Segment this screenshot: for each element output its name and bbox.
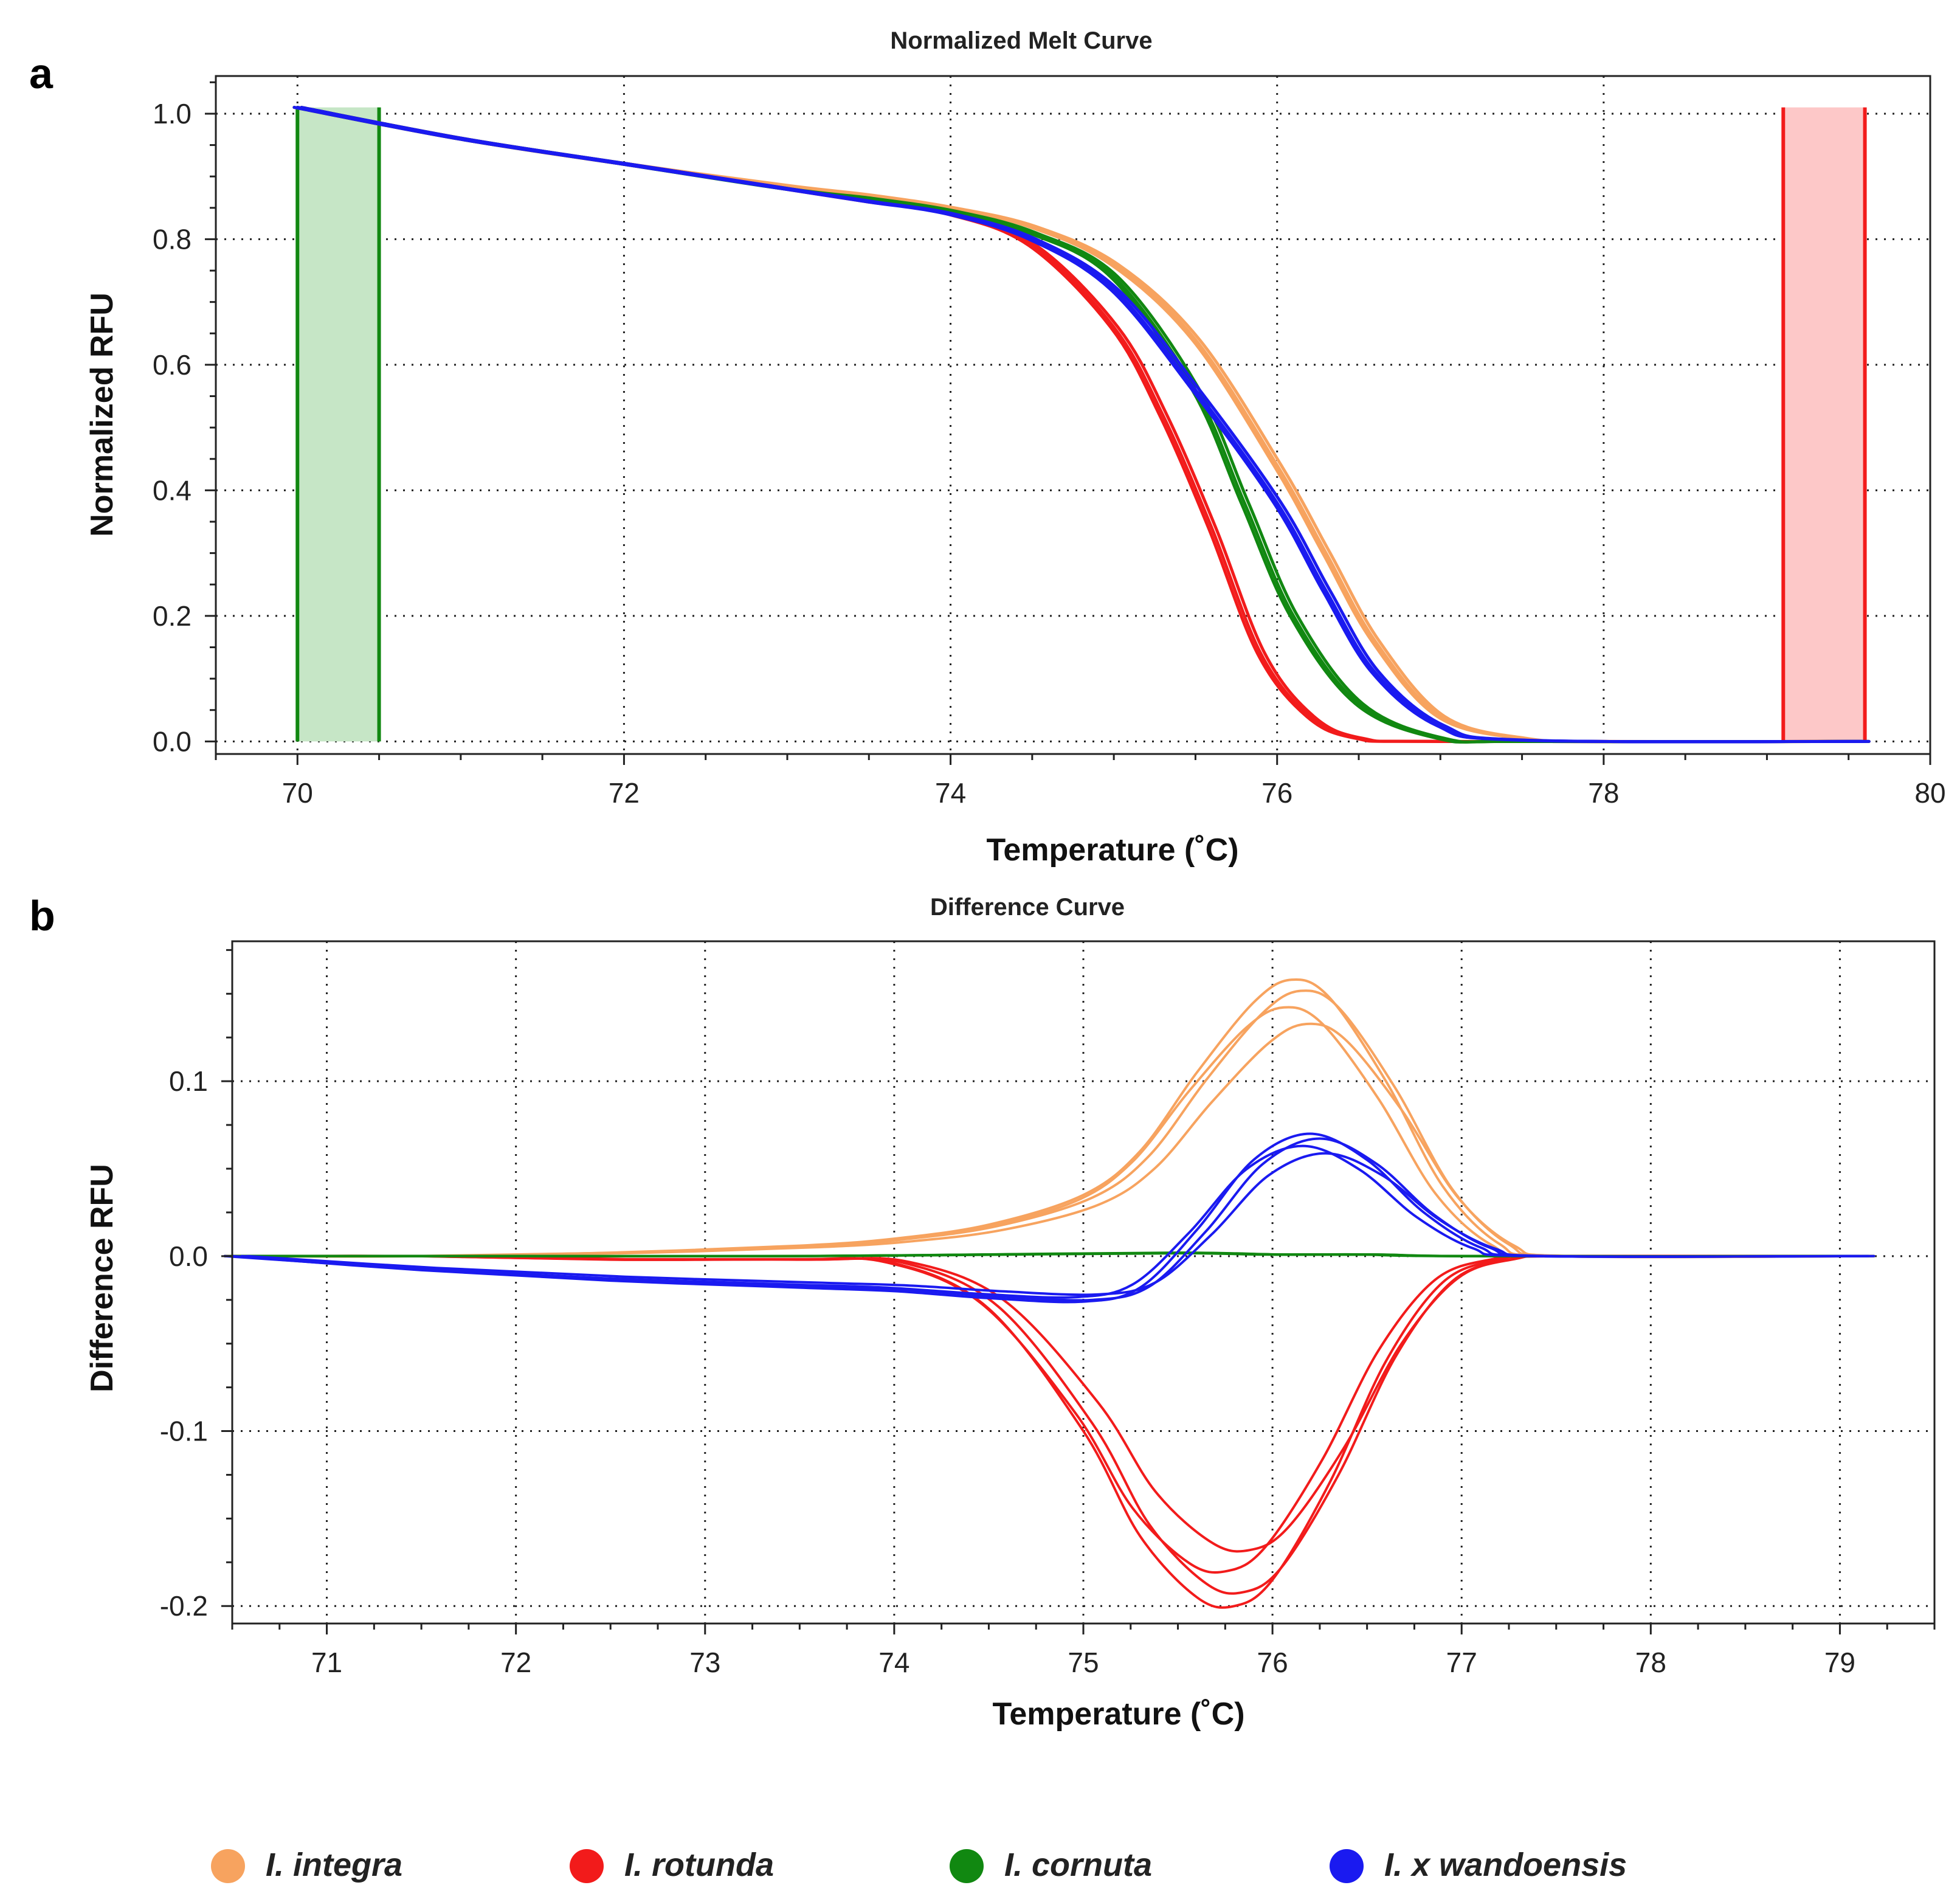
x-tick-label: 75 xyxy=(1068,1647,1099,1678)
legend-marker-icon xyxy=(950,1849,984,1883)
chart-title: Normalized Melt Curve xyxy=(890,27,1152,54)
plot-frame xyxy=(215,75,1931,755)
series-line xyxy=(292,106,1863,744)
x-tick-label: 74 xyxy=(878,1647,909,1678)
x-tick-label: 72 xyxy=(609,777,640,809)
series-i-cornuta xyxy=(292,106,1871,744)
series-line xyxy=(240,989,1870,1259)
x-tick-label: 70 xyxy=(282,777,313,809)
legend-item: I. x wandoensis xyxy=(1330,1847,1627,1883)
y-tick-label: 0.1 xyxy=(169,1065,208,1097)
panel-letter-a: a xyxy=(29,50,53,97)
series-line xyxy=(246,1022,1875,1259)
series-i-rotunda xyxy=(223,1254,1875,1609)
series-line xyxy=(246,1254,1875,1553)
x-tick-label: 72 xyxy=(500,1647,531,1678)
series-line xyxy=(240,1254,1870,1595)
series-line xyxy=(295,106,1867,744)
x-axis-label: Temperature (˚C) xyxy=(986,832,1238,868)
difference-curve-chart: Difference Curve 71 72 73 74 75 76 77 78 79 -0.2 -… xyxy=(85,894,1936,1732)
series-line xyxy=(223,1254,1853,1574)
post-melt-region[interactable] xyxy=(1783,107,1865,742)
series-line xyxy=(292,106,1863,744)
series-line xyxy=(300,106,1871,744)
series-line xyxy=(246,1152,1875,1296)
legend-item: I. cornuta xyxy=(950,1847,1152,1883)
y-tick-label: -0.2 xyxy=(160,1590,208,1622)
y-tick-label: 1.0 xyxy=(153,98,192,130)
y-tick-label: -0.1 xyxy=(160,1416,208,1447)
series-line xyxy=(246,1252,1875,1257)
y-tick-label: 0.2 xyxy=(153,600,192,632)
legend-label: I. cornuta xyxy=(1004,1847,1152,1883)
x-tick-label: 74 xyxy=(935,777,966,809)
series-line xyxy=(300,106,1871,744)
series-line xyxy=(295,106,1867,744)
x-tick-label: 73 xyxy=(689,1647,720,1678)
series-line xyxy=(223,1144,1853,1299)
legend-label: I. rotunda xyxy=(624,1847,774,1883)
y-tick-label: 0.6 xyxy=(153,349,192,381)
x-tick-label: 71 xyxy=(311,1647,342,1678)
pre-melt-region[interactable] xyxy=(297,107,379,742)
normalized-melt-curve-chart: Normalized Melt Curve 70 72 74 76 78 80 0.0 0.2… xyxy=(85,27,1946,868)
series-line xyxy=(223,1006,1853,1259)
legend: I. integra I. rotunda I. cornuta I. x wando… xyxy=(211,1847,1627,1883)
y-axis-label: Difference RFU xyxy=(85,1164,120,1392)
legend-marker-icon xyxy=(211,1849,245,1883)
series-line xyxy=(292,106,1863,744)
panel-letter-b: b xyxy=(29,892,55,939)
series-line xyxy=(300,106,1871,744)
series-line xyxy=(295,106,1867,744)
x-tick-label: 76 xyxy=(1257,1647,1288,1678)
series-i-x-wandoensis xyxy=(292,106,1871,744)
series-line xyxy=(300,106,1871,744)
legend-marker-icon xyxy=(1330,1849,1364,1883)
x-tick-label: 77 xyxy=(1446,1647,1477,1678)
y-tick-label: 0.8 xyxy=(153,223,192,255)
series-i-integra xyxy=(292,106,1871,744)
series-line xyxy=(292,106,1863,744)
chart-title: Difference Curve xyxy=(930,894,1125,921)
x-tick-label: 80 xyxy=(1914,777,1945,809)
legend-item: I. rotunda xyxy=(570,1847,774,1883)
series-line xyxy=(295,106,1867,744)
x-tick-label: 79 xyxy=(1824,1647,1855,1678)
x-tick-label: 78 xyxy=(1635,1647,1666,1678)
series-i-rotunda xyxy=(292,106,1871,744)
series-line xyxy=(231,978,1860,1259)
series-i-cornuta xyxy=(223,1251,1875,1258)
legend-marker-icon xyxy=(570,1849,604,1883)
x-tick-label: 78 xyxy=(1588,777,1619,809)
legend-label: I. integra xyxy=(266,1847,402,1883)
x-tick-label: 76 xyxy=(1261,777,1292,809)
y-tick-label: 0.4 xyxy=(153,474,192,506)
x-axis-label: Temperature (˚C) xyxy=(992,1696,1244,1732)
series-line xyxy=(231,1132,1860,1304)
y-tick-label: 0.0 xyxy=(153,725,192,757)
legend-label: I. x wandoensis xyxy=(1384,1847,1627,1883)
y-tick-label: 0.0 xyxy=(169,1240,208,1272)
series-line xyxy=(231,1254,1860,1609)
legend-item: I. integra xyxy=(211,1847,402,1883)
series-i-x-wandoensis xyxy=(223,1132,1875,1304)
y-axis-label: Normalized RFU xyxy=(85,292,120,537)
series-i-integra xyxy=(223,978,1875,1259)
